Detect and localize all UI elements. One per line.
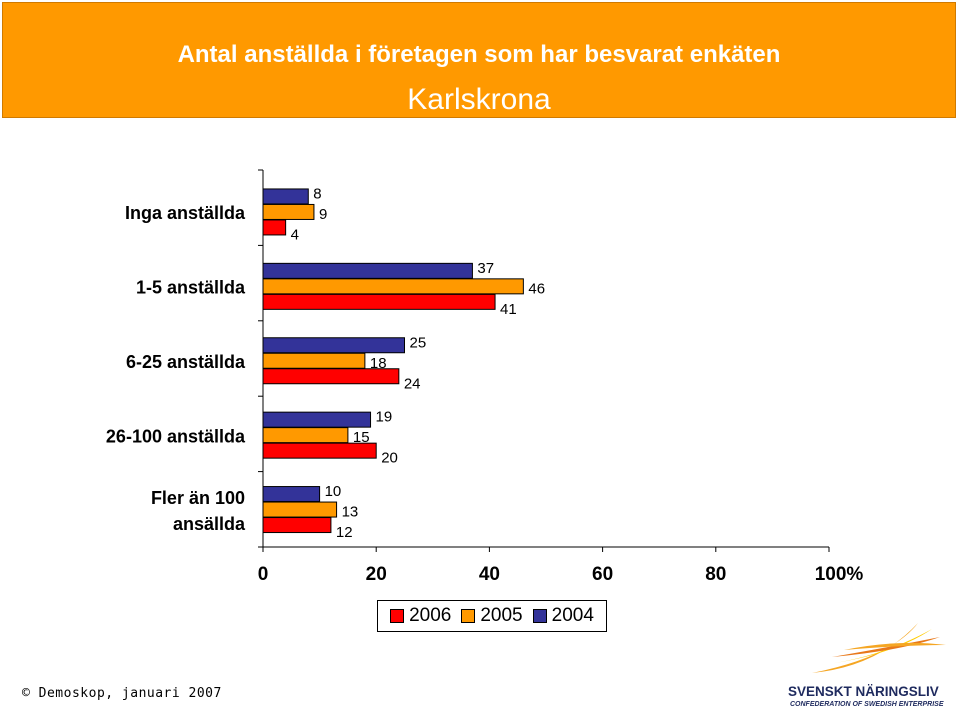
logo-wings-icon xyxy=(812,623,946,673)
category-label: 1-5 anställda xyxy=(136,278,246,298)
svenskt-naringsliv-logo: SVENSKT NÄRINGSLIV CONFEDERATION OF SWED… xyxy=(782,617,958,709)
legend-swatch-2006 xyxy=(390,609,405,623)
bar-2006 xyxy=(262,219,287,236)
logo-tagline: CONFEDERATION OF SWEDISH ENTERPRISE xyxy=(790,701,944,708)
data-label: 18 xyxy=(370,355,387,372)
data-label: 24 xyxy=(404,375,421,392)
chart-legend: 2006 2005 2004 xyxy=(377,600,607,632)
chart-title: Antal anställda i företagen som har besv… xyxy=(177,41,781,68)
data-label: 20 xyxy=(381,450,398,467)
bar-2005 xyxy=(262,278,524,295)
category-label: ansällda xyxy=(173,514,246,534)
x-tick-label: 100% xyxy=(815,564,864,585)
bar-2006 xyxy=(262,368,400,385)
bar-2004 xyxy=(262,262,473,279)
x-tick-label: 40 xyxy=(479,564,500,585)
legend-label-2004: 2004 xyxy=(551,605,594,626)
legend-label-2005: 2005 xyxy=(480,605,523,626)
bar-2004 xyxy=(262,486,321,503)
bar-2004 xyxy=(262,337,405,354)
bar-2006 xyxy=(262,442,377,459)
data-label: 41 xyxy=(500,301,517,318)
data-label: 13 xyxy=(342,504,359,521)
legend-item-2004: 2004 xyxy=(532,605,594,627)
data-label: 10 xyxy=(325,483,342,500)
legend-label-2006: 2006 xyxy=(409,605,452,626)
bar-2005 xyxy=(262,352,366,369)
legend-item-2005: 2005 xyxy=(461,605,523,627)
header-banner: Antal anställda i företagen som har besv… xyxy=(2,2,956,118)
logo-name: SVENSKT NÄRINGSLIV xyxy=(788,684,939,699)
data-label: 19 xyxy=(376,409,393,426)
data-label: 15 xyxy=(353,429,370,446)
bar-2006 xyxy=(262,293,496,310)
data-label: 37 xyxy=(477,260,494,277)
copyright-note: © Demoskop, januari 2007 xyxy=(22,686,222,701)
data-label: 4 xyxy=(291,226,299,243)
x-tick-label: 80 xyxy=(705,564,726,585)
category-label: 26-100 anställda xyxy=(106,426,246,446)
bar-2005 xyxy=(262,203,315,220)
data-label: 25 xyxy=(410,334,427,351)
x-tick-label: 20 xyxy=(366,564,387,585)
x-tick-label: 60 xyxy=(592,564,613,585)
bar-2005 xyxy=(262,427,349,444)
bar-2006 xyxy=(262,517,332,534)
x-tick-label: 0 xyxy=(258,564,269,585)
data-label: 46 xyxy=(528,280,545,297)
category-label: Fler än 100 xyxy=(151,488,245,508)
legend-item-2006: 2006 xyxy=(390,605,451,627)
data-label: 9 xyxy=(319,206,327,223)
bar-chart: Inga anställda 1-5 anställda 6-25 anställd… xyxy=(106,169,864,585)
category-label: 6-25 anställda xyxy=(126,352,246,372)
data-label: 8 xyxy=(313,185,321,202)
bar-2005 xyxy=(262,501,338,518)
bar-2004 xyxy=(262,188,309,205)
legend-swatch-2005 xyxy=(461,609,476,623)
category-label: Inga anställda xyxy=(125,203,246,223)
bar-2004 xyxy=(262,411,372,428)
data-label: 12 xyxy=(336,524,353,541)
legend-swatch-2004 xyxy=(532,609,547,623)
chart-subtitle: Karlskrona xyxy=(407,83,551,116)
